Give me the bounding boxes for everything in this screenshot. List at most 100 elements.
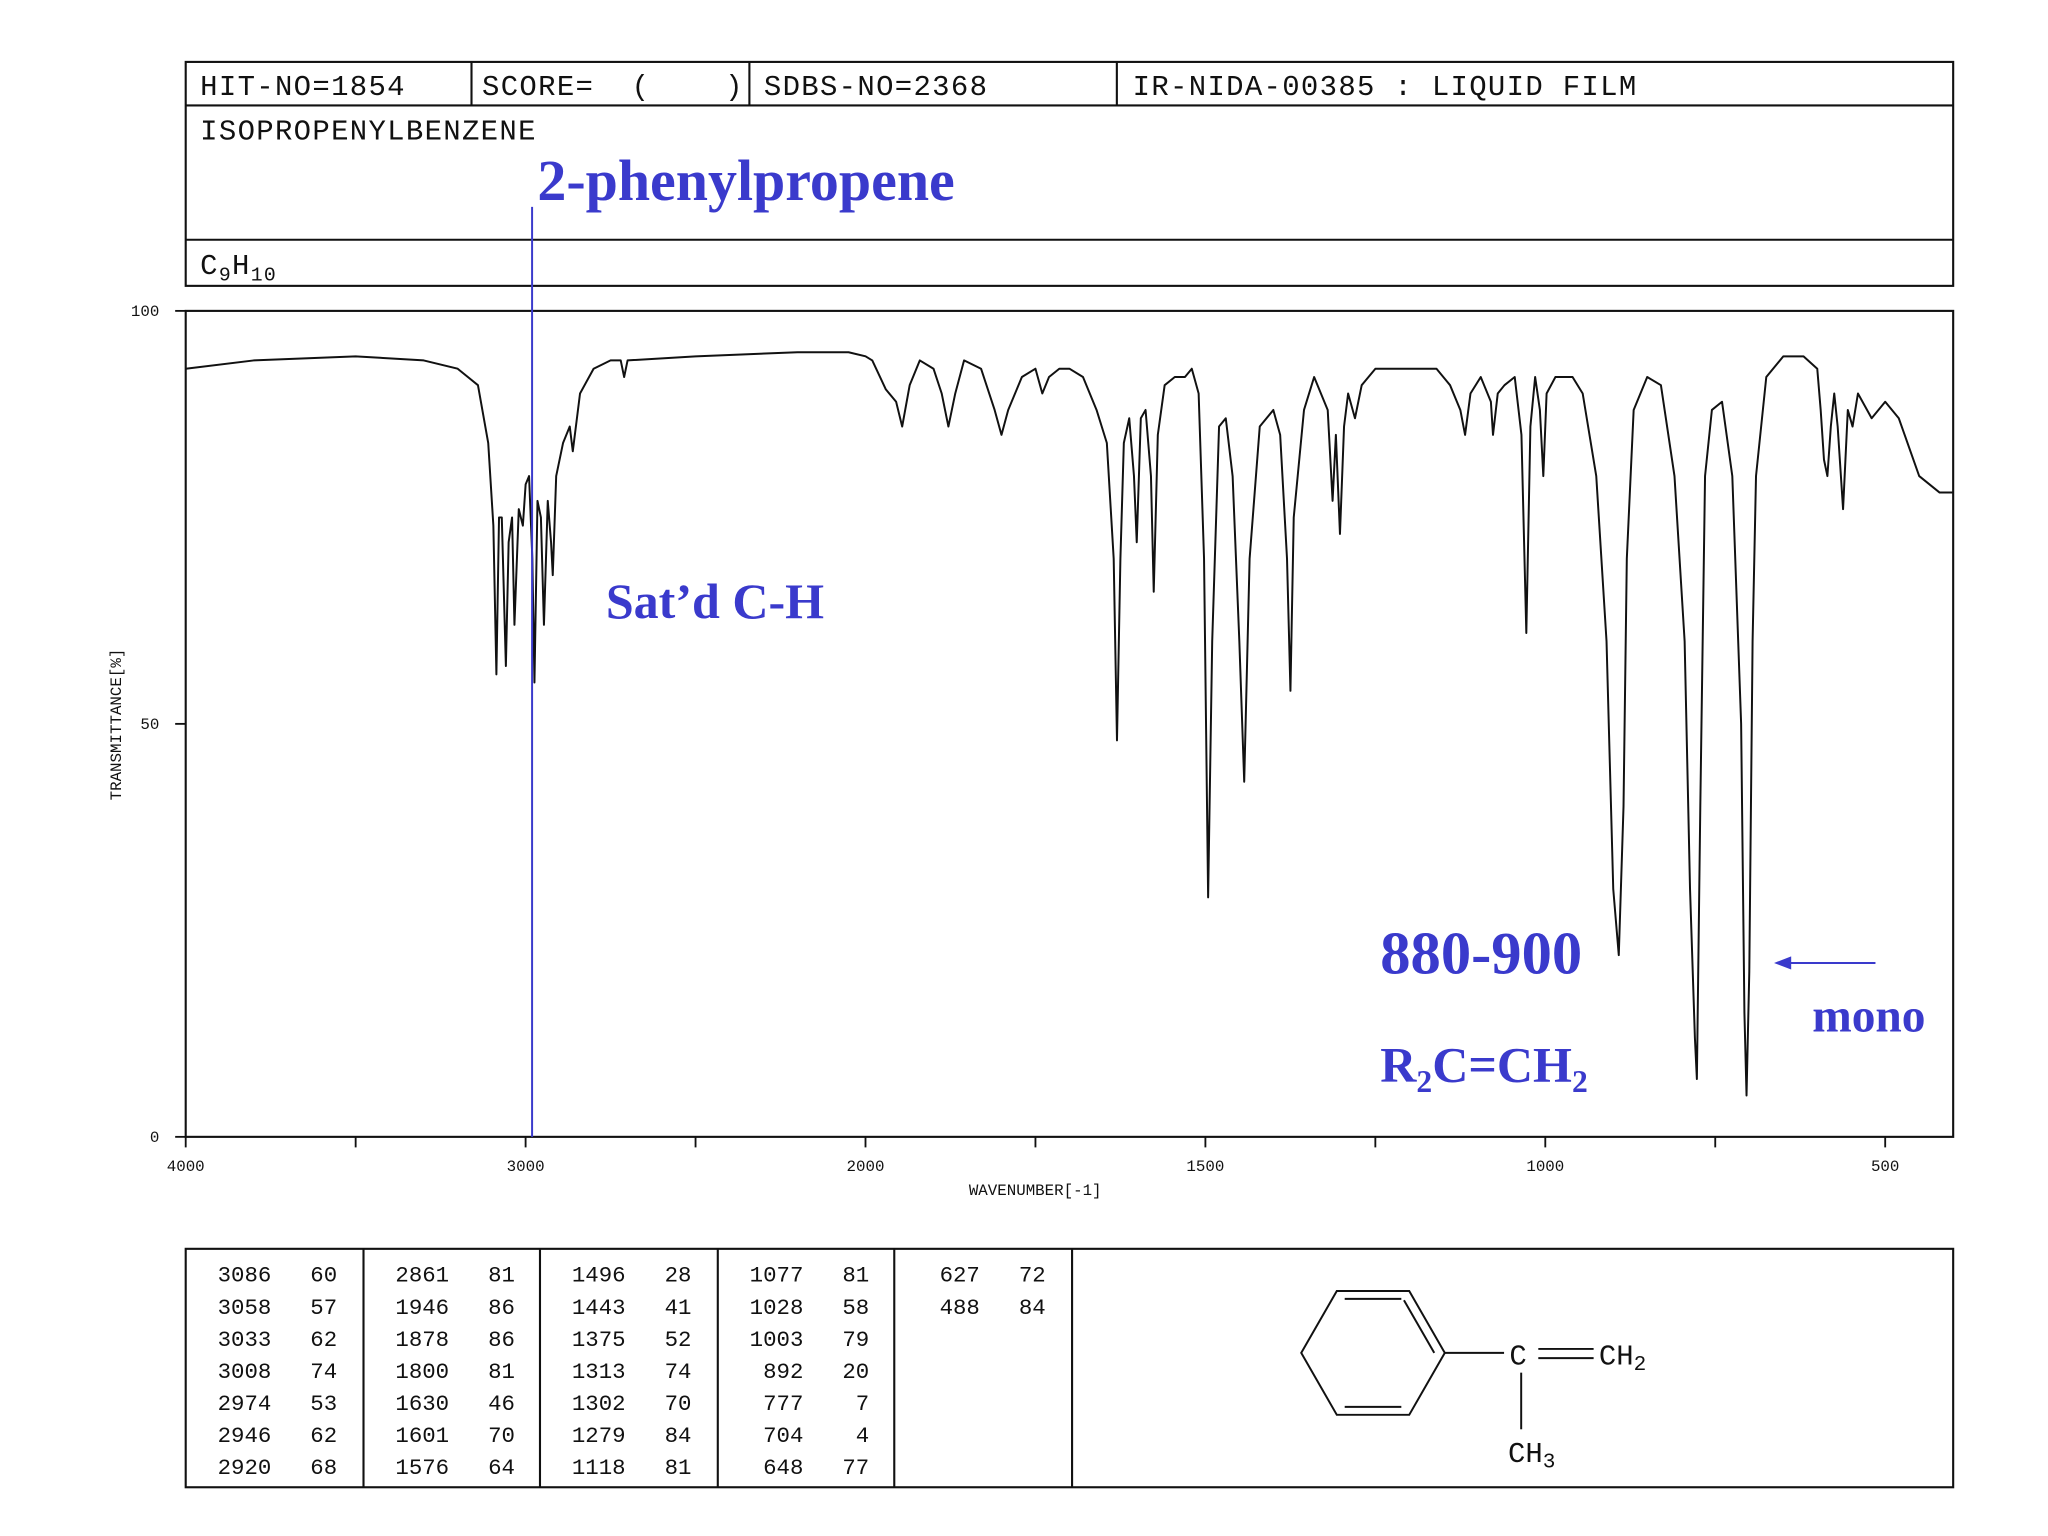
arrow-head — [1774, 956, 1792, 970]
peak-wavenumber: 2946 — [218, 1423, 272, 1449]
peak-transmittance: 86 — [488, 1295, 515, 1321]
peak-transmittance: 84 — [665, 1423, 692, 1449]
peak-transmittance: 81 — [665, 1455, 692, 1481]
peak-transmittance: 20 — [842, 1359, 869, 1385]
method: IR-NIDA-00385 : LIQUID FILM — [1133, 71, 1638, 104]
peak-wavenumber: 892 — [763, 1359, 803, 1385]
peak-wavenumber: 3058 — [218, 1295, 272, 1321]
y-tick-label: 50 — [140, 716, 159, 734]
peak-wavenumber: 1946 — [395, 1295, 449, 1321]
formula-sub: 9 — [219, 265, 232, 287]
peak-wavenumber: 1375 — [572, 1327, 626, 1353]
peak-transmittance: 74 — [310, 1359, 337, 1385]
carbon: C — [1509, 1341, 1526, 1374]
peak-transmittance: 58 — [842, 1295, 869, 1321]
x-tick-label: 3000 — [507, 1158, 545, 1176]
plot: 0 50 100 4000 3000 2000 1500 1000 500 — [131, 303, 1955, 1176]
peak-transmittance: 72 — [1019, 1263, 1046, 1289]
range-label: 880-900 — [1380, 920, 1582, 987]
group-part: R — [1380, 1037, 1417, 1093]
header-box — [184, 60, 1955, 287]
x-tick-label: 500 — [1871, 1158, 1899, 1176]
ch3: CH3 — [1508, 1438, 1555, 1474]
peak-transmittance: 81 — [488, 1263, 515, 1289]
plot-frame — [184, 309, 1955, 1138]
peak-transmittance: 53 — [310, 1391, 337, 1417]
peak-wavenumber: 1576 — [395, 1455, 449, 1481]
peak-wavenumber: 1800 — [395, 1359, 449, 1385]
peak-wavenumber: 627 — [940, 1263, 980, 1289]
ch2-sub: 2 — [1634, 1353, 1647, 1377]
group-sub: 2 — [1416, 1064, 1432, 1099]
compound-name: 2-phenylpropene — [537, 148, 954, 213]
peak-transmittance: 70 — [665, 1391, 692, 1417]
peak-transmittance: 28 — [665, 1263, 692, 1289]
peak-table-box — [184, 1247, 1955, 1489]
peak-transmittance: 79 — [842, 1327, 869, 1353]
inner-bond — [1403, 1299, 1436, 1354]
peak-transmittance: 62 — [310, 1423, 337, 1449]
x-tick-label: 4000 — [167, 1158, 205, 1176]
peak-wavenumber: 1279 — [572, 1423, 626, 1449]
ch3-sub: 3 — [1543, 1450, 1556, 1474]
spectrum-line — [185, 351, 1954, 1097]
sdbs-no: SDBS-NO=2368 — [764, 71, 988, 104]
mono-label: mono — [1812, 990, 1925, 1042]
satd-label: Sat’d C-H — [606, 573, 824, 629]
compound: ISOPROPENYLBENZENE — [200, 116, 537, 149]
peak-wavenumber: 1443 — [572, 1295, 626, 1321]
formula-part: C — [200, 250, 219, 283]
structure — [1300, 1289, 1594, 1430]
y-tick-label: 0 — [150, 1129, 159, 1147]
peak-wavenumber: 1601 — [395, 1423, 449, 1449]
y-axis-label: TRANSMITTANCE[%] — [108, 649, 126, 801]
group-part: C=CH — [1432, 1037, 1572, 1093]
formula-sub: 10 — [251, 265, 277, 287]
peak-transmittance: 74 — [665, 1359, 692, 1385]
group-label: R2C=CH2 — [1380, 1037, 1587, 1100]
x-tick-label: 1500 — [1186, 1158, 1224, 1176]
benzene-ring — [1300, 1289, 1446, 1416]
peak-transmittance: 46 — [488, 1391, 515, 1417]
peak-transmittance: 81 — [488, 1359, 515, 1385]
peak-wavenumber: 3033 — [218, 1327, 272, 1353]
peak-transmittance: 81 — [842, 1263, 869, 1289]
peak-wavenumber: 648 — [763, 1455, 803, 1481]
peak-wavenumber: 1028 — [750, 1295, 804, 1321]
peak-wavenumber: 488 — [940, 1295, 980, 1321]
peak-transmittance: 7 — [856, 1391, 869, 1417]
x-tick-label: 2000 — [847, 1158, 885, 1176]
score: SCORE= ( ) — [482, 71, 744, 104]
peak-transmittance: 86 — [488, 1327, 515, 1353]
formula-part: H — [232, 250, 251, 283]
peak-wavenumber: 704 — [763, 1423, 803, 1449]
peak-wavenumber: 1003 — [750, 1327, 804, 1353]
ch2: CH2 — [1599, 1341, 1646, 1377]
peak-transmittance: 52 — [665, 1327, 692, 1353]
peak-transmittance: 84 — [1019, 1295, 1046, 1321]
y-tick-label: 100 — [131, 303, 159, 321]
peak-wavenumber: 2974 — [218, 1391, 272, 1417]
peak-wavenumber: 1313 — [572, 1359, 626, 1385]
peak-transmittance: 60 — [310, 1263, 337, 1289]
peak-transmittance: 4 — [856, 1423, 869, 1449]
hit-no: HIT-NO=1854 — [200, 71, 406, 104]
x-axis-label: WAVENUMBER[-1] — [969, 1182, 1102, 1200]
peak-wavenumber: 777 — [763, 1391, 803, 1417]
peak-transmittance: 68 — [310, 1455, 337, 1481]
x-tick-label: 1000 — [1526, 1158, 1564, 1176]
peak-transmittance: 64 — [488, 1455, 515, 1481]
peak-transmittance: 70 — [488, 1423, 515, 1449]
peak-wavenumber: 2920 — [218, 1455, 272, 1481]
group-sub: 2 — [1572, 1064, 1588, 1099]
peak-wavenumber: 1496 — [572, 1263, 626, 1289]
peak-wavenumber: 1118 — [572, 1455, 626, 1481]
peak-transmittance: 57 — [310, 1295, 337, 1321]
ch3-part: CH — [1508, 1438, 1543, 1471]
peak-wavenumber: 3086 — [218, 1263, 272, 1289]
peak-transmittance: 62 — [310, 1327, 337, 1353]
peak-wavenumber: 1630 — [395, 1391, 449, 1417]
